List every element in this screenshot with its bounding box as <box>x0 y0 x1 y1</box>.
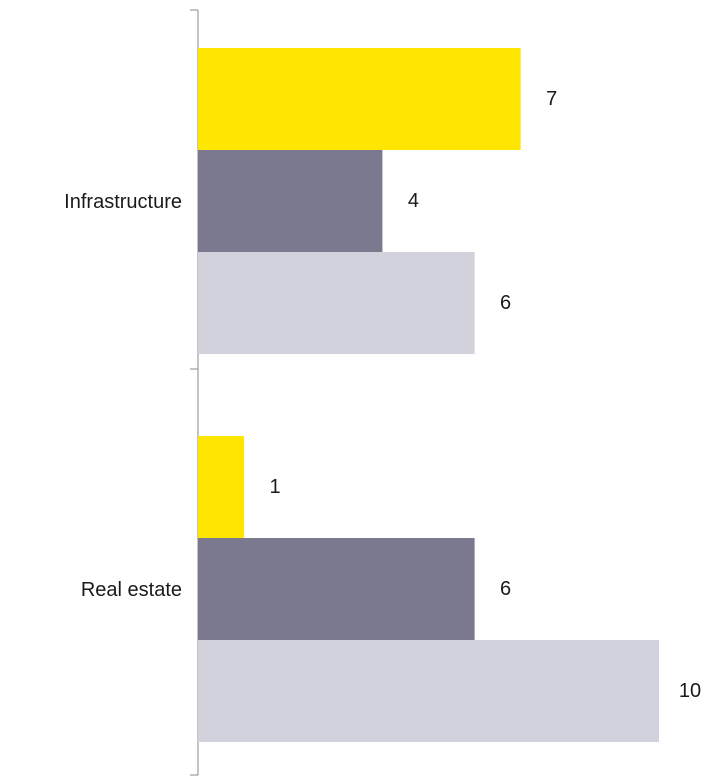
data-label-real-estate-series-1: 1 <box>270 476 281 498</box>
bar-infrastructure-series-1 <box>198 48 521 150</box>
bar-infrastructure-series-3 <box>198 252 475 354</box>
data-label-infrastructure-series-3: 6 <box>500 292 511 314</box>
data-label-real-estate-series-3: 10 <box>679 680 701 702</box>
category-label-real-estate: Real estate <box>81 579 182 601</box>
data-label-infrastructure-series-1: 7 <box>546 88 557 110</box>
category-label-infrastructure: Infrastructure <box>64 191 182 213</box>
category-labels: Infrastructure Real estate <box>64 191 182 601</box>
bar-real-estate-series-3 <box>198 640 659 742</box>
category-axis <box>190 9 199 776</box>
data-label-real-estate-series-2: 6 <box>500 578 511 600</box>
bar-real-estate-series-1 <box>198 436 245 538</box>
bar-infrastructure-series-2 <box>198 150 383 252</box>
bar-real-estate-series-2 <box>198 538 475 640</box>
data-labels: 7 4 6 1 6 10 <box>270 88 702 702</box>
bars <box>198 48 659 742</box>
data-label-infrastructure-series-2: 4 <box>408 190 419 212</box>
